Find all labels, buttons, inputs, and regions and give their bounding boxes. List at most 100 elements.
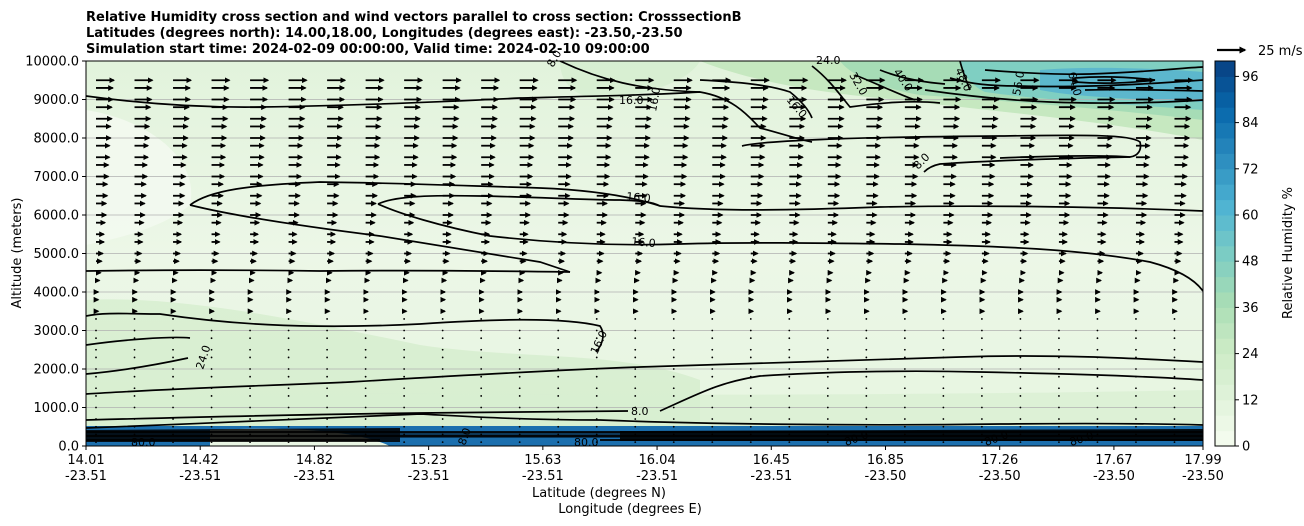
contour-line bbox=[86, 410, 629, 421]
contour-line bbox=[86, 91, 813, 143]
colorbar-tick-label: 72 bbox=[1242, 162, 1259, 177]
colorbar-tick-label: 12 bbox=[1242, 393, 1259, 408]
wind-vector bbox=[249, 425, 251, 428]
wind-vector bbox=[441, 425, 444, 428]
wind-vector bbox=[980, 395, 983, 397]
chart-title-line-2: Latitudes (degrees north): 14.00,18.00, … bbox=[86, 26, 683, 41]
wind-vector bbox=[95, 329, 97, 332]
wind-vector bbox=[1058, 441, 1060, 444]
wind-vector bbox=[711, 348, 714, 351]
colorbar-tick-label: 0 bbox=[1242, 440, 1250, 455]
wind-vector bbox=[672, 368, 675, 370]
wind-vector bbox=[942, 395, 945, 397]
wind-vector bbox=[749, 441, 752, 444]
wind-vector bbox=[865, 329, 868, 332]
wind-vector bbox=[95, 318, 97, 320]
wind-vector bbox=[711, 329, 714, 332]
wind-vector bbox=[749, 356, 752, 359]
wind-vector bbox=[133, 348, 136, 351]
wind-vector bbox=[1019, 337, 1022, 340]
wind-vector bbox=[557, 441, 560, 444]
x-tick-label-lon: -23.51 bbox=[636, 469, 678, 484]
wind-vector bbox=[672, 318, 675, 320]
wind-vector bbox=[172, 395, 174, 397]
wind-vector bbox=[1096, 318, 1099, 320]
wind-vector bbox=[480, 418, 483, 420]
wind-vector bbox=[364, 337, 367, 340]
wind-vector bbox=[595, 395, 598, 397]
wind-vector bbox=[1173, 348, 1176, 351]
contour-line bbox=[1074, 76, 1156, 84]
contour-line bbox=[559, 61, 701, 93]
wind-vector bbox=[557, 406, 560, 409]
wind-vector bbox=[595, 356, 598, 359]
wind-vector bbox=[326, 375, 329, 378]
wind-vector bbox=[95, 387, 97, 390]
wind-vector bbox=[1173, 356, 1176, 359]
wind-vector bbox=[1135, 329, 1137, 332]
wind-vector bbox=[172, 406, 174, 409]
wind-vectors bbox=[93, 77, 1194, 444]
wind-vector bbox=[287, 318, 290, 320]
wind-vector bbox=[441, 337, 444, 340]
contour-line bbox=[699, 79, 813, 119]
wind-vector bbox=[788, 329, 791, 332]
wind-vector bbox=[942, 425, 945, 428]
wind-vector bbox=[788, 441, 791, 444]
wind-vector bbox=[980, 329, 983, 332]
colorbar-band bbox=[1215, 153, 1235, 170]
colorbar-band bbox=[1215, 369, 1235, 385]
wind-vector bbox=[903, 395, 906, 397]
wind-vector bbox=[672, 375, 675, 378]
colorbar-band bbox=[1215, 415, 1235, 432]
wind-vector bbox=[210, 395, 213, 397]
wind-vector bbox=[749, 318, 752, 320]
wind-vector bbox=[788, 368, 791, 370]
wind-vector bbox=[1173, 441, 1176, 444]
wind-vector bbox=[364, 387, 367, 390]
rh-contours bbox=[86, 61, 1203, 441]
wind-vector bbox=[826, 425, 829, 428]
wind-vector bbox=[826, 387, 829, 390]
colorbar-tick-label: 48 bbox=[1242, 255, 1259, 270]
colorbar-band bbox=[1215, 61, 1235, 77]
wind-vector bbox=[903, 337, 906, 340]
wind-vector bbox=[480, 356, 483, 359]
wind-vector bbox=[826, 395, 829, 397]
wind-vector bbox=[826, 348, 829, 351]
wind-vector bbox=[1058, 418, 1060, 420]
wind-vector bbox=[749, 425, 752, 428]
wind-vector bbox=[557, 368, 560, 370]
contour-line bbox=[189, 204, 571, 273]
colorbar-tick-label: 84 bbox=[1242, 116, 1259, 131]
wind-vector bbox=[711, 356, 714, 359]
wind-vector bbox=[1019, 375, 1022, 378]
wind-vector bbox=[518, 387, 521, 390]
surface-contour-cluster-right bbox=[620, 429, 1203, 441]
wind-vector bbox=[403, 337, 406, 340]
wind-vector bbox=[749, 329, 752, 332]
colorbar-band bbox=[1215, 261, 1235, 278]
contour-label: 16.0 bbox=[631, 235, 657, 250]
wind-vector bbox=[249, 329, 251, 332]
wind-vector bbox=[480, 348, 483, 351]
wind-vector bbox=[403, 418, 406, 420]
wind-vector bbox=[980, 441, 983, 444]
wind-vector bbox=[1096, 375, 1099, 378]
wind-vector bbox=[1058, 375, 1060, 378]
colorbar-band bbox=[1215, 199, 1235, 216]
wind-vector bbox=[826, 375, 829, 378]
contour-label: 16.0 bbox=[626, 190, 652, 205]
y-tick-label: 1000.0 bbox=[34, 401, 80, 416]
wind-vector bbox=[826, 406, 829, 409]
colorbar-band bbox=[1215, 107, 1235, 124]
wind-vector bbox=[865, 375, 868, 378]
wind-vector bbox=[1173, 329, 1176, 332]
wind-vector bbox=[326, 406, 329, 409]
wind-vector bbox=[749, 418, 752, 420]
y-tick-label: 8000.0 bbox=[34, 132, 80, 147]
wind-vector bbox=[634, 318, 637, 320]
x-tick-label-lon: -23.51 bbox=[179, 469, 221, 484]
contour-line bbox=[659, 370, 1203, 412]
wind-vector bbox=[788, 425, 791, 428]
